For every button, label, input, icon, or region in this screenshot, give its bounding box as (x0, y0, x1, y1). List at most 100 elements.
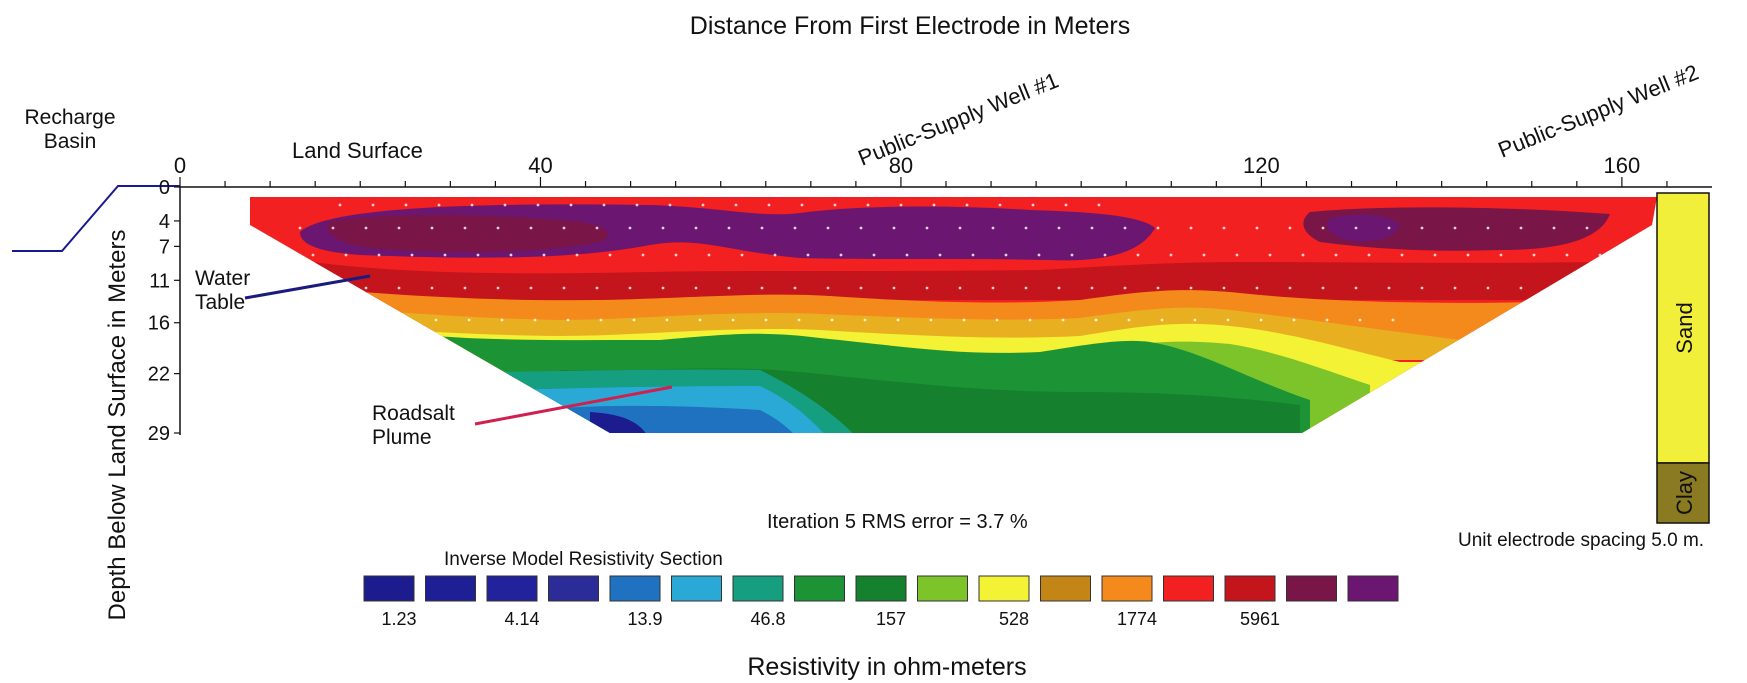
recharge-basin-outline (12, 185, 180, 252)
x-tick-label: 80 (889, 153, 913, 178)
roadsalt-plume-pointer (474, 385, 673, 426)
electrode-spacing-note: Unit electrode spacing 5.0 m. (1458, 530, 1704, 551)
electrode-dot (806, 253, 810, 257)
legend-swatch (978, 575, 1030, 602)
x-axis-ticks: 0 40 80 120 160 (174, 153, 1668, 187)
electrode-dot (470, 203, 474, 207)
electrode-dot (599, 318, 603, 322)
electrode-dot (767, 203, 771, 207)
electrode-dot (566, 318, 570, 322)
electrode-dot (793, 286, 797, 290)
electrode-dot (1288, 286, 1292, 290)
electrode-dot (404, 203, 408, 207)
band-navy (590, 412, 650, 433)
electrode-dot (760, 286, 764, 290)
electrode-dot (826, 286, 830, 290)
electrode-dot (1565, 253, 1569, 257)
x-tick-label: 160 (1604, 153, 1641, 178)
electrode-dot (575, 253, 579, 257)
electrode-dot (1090, 226, 1094, 230)
legend-swatch (363, 575, 415, 602)
electrode-dot (410, 253, 414, 257)
electrode-dot (1387, 226, 1391, 230)
electrode-dot (701, 203, 705, 207)
lithology-clay (1656, 462, 1710, 524)
electrode-dot (1064, 203, 1068, 207)
electrode-dot (503, 203, 507, 207)
electrode-dot (641, 253, 645, 257)
electrode-dot (1024, 286, 1028, 290)
electrode-dot (401, 318, 405, 322)
legend-tick-label: 528 (999, 609, 1029, 629)
electrode-dot (1031, 203, 1035, 207)
electrode-dot (500, 318, 504, 322)
electrode-dot (1552, 286, 1556, 290)
electrode-dot (896, 318, 900, 322)
electrode-dot (1453, 226, 1457, 230)
electrode-dot (331, 226, 335, 230)
y-axis-ticks: 0 4 7 11 16 22 29 (148, 177, 180, 445)
y-tick-label: 7 (159, 236, 170, 258)
electrode-dot (1552, 226, 1556, 230)
legend-swatch (1347, 575, 1399, 602)
electrode-dot (1189, 286, 1193, 290)
y-tick-label: 0 (159, 177, 170, 199)
multiline-text-part: Plume (372, 426, 432, 449)
legend-title: Inverse Model Resistivity Section (444, 549, 723, 570)
electrode-dot (1103, 253, 1107, 257)
electrode-dot (331, 286, 335, 290)
electrode-dot (1156, 286, 1160, 290)
electrode-dot (1169, 253, 1173, 257)
electrode-dot (1259, 318, 1263, 322)
electrode-dot (1057, 286, 1061, 290)
electrode-dot (1321, 286, 1325, 290)
electrode-dot (1519, 286, 1523, 290)
electrode-dot (562, 226, 566, 230)
legend-swatch (1101, 575, 1153, 602)
electrode-dot (1387, 286, 1391, 290)
electrode-dot (866, 203, 870, 207)
electrode-dot (377, 253, 381, 257)
legend-tick-label: 1.23 (381, 609, 416, 629)
electrode-dot (1354, 226, 1358, 230)
electrode-dot (958, 226, 962, 230)
electrode-dot (1255, 226, 1259, 230)
lithology-clay-label: Clay (1672, 471, 1697, 515)
electrode-dot (1156, 226, 1160, 230)
band-maroon-left (327, 215, 608, 252)
electrode-dot (1519, 226, 1523, 230)
electrode-dot (833, 203, 837, 207)
legend-swatch (548, 575, 599, 602)
electrode-dot (760, 226, 764, 230)
electrode-dot (628, 226, 632, 230)
electrode-dot (731, 318, 735, 322)
electrode-dot (872, 253, 876, 257)
y-tick-label: 11 (149, 270, 170, 292)
legend-tick-label: 13.9 (627, 609, 662, 629)
electrode-dot (463, 286, 467, 290)
electrode-dot (1057, 226, 1061, 230)
electrode-dot (298, 226, 302, 230)
legend-tick-label: 46.8 (750, 609, 785, 629)
iteration-note: Iteration 5 RMS error = 3.7 % (767, 511, 1028, 533)
electrode-dot (1499, 253, 1503, 257)
electrode-dot (1532, 253, 1536, 257)
electrode-dot (892, 286, 896, 290)
electrode-dot (863, 318, 867, 322)
electrode-dot (929, 318, 933, 322)
electrode-dot (529, 226, 533, 230)
electrode-dot (707, 253, 711, 257)
electrode-dot (533, 318, 537, 322)
electrode-dot (925, 226, 929, 230)
electrode-dot (1301, 253, 1305, 257)
electrode-dot (1222, 226, 1226, 230)
electrode-dot (694, 226, 698, 230)
electrode-dot (1486, 226, 1490, 230)
y-tick-label: 22 (148, 364, 170, 386)
electrode-dot (826, 226, 830, 230)
electrode-dot (476, 253, 480, 257)
electrode-dot (698, 318, 702, 322)
legend-swatch (794, 575, 845, 602)
electrode-dots (278, 203, 1602, 322)
